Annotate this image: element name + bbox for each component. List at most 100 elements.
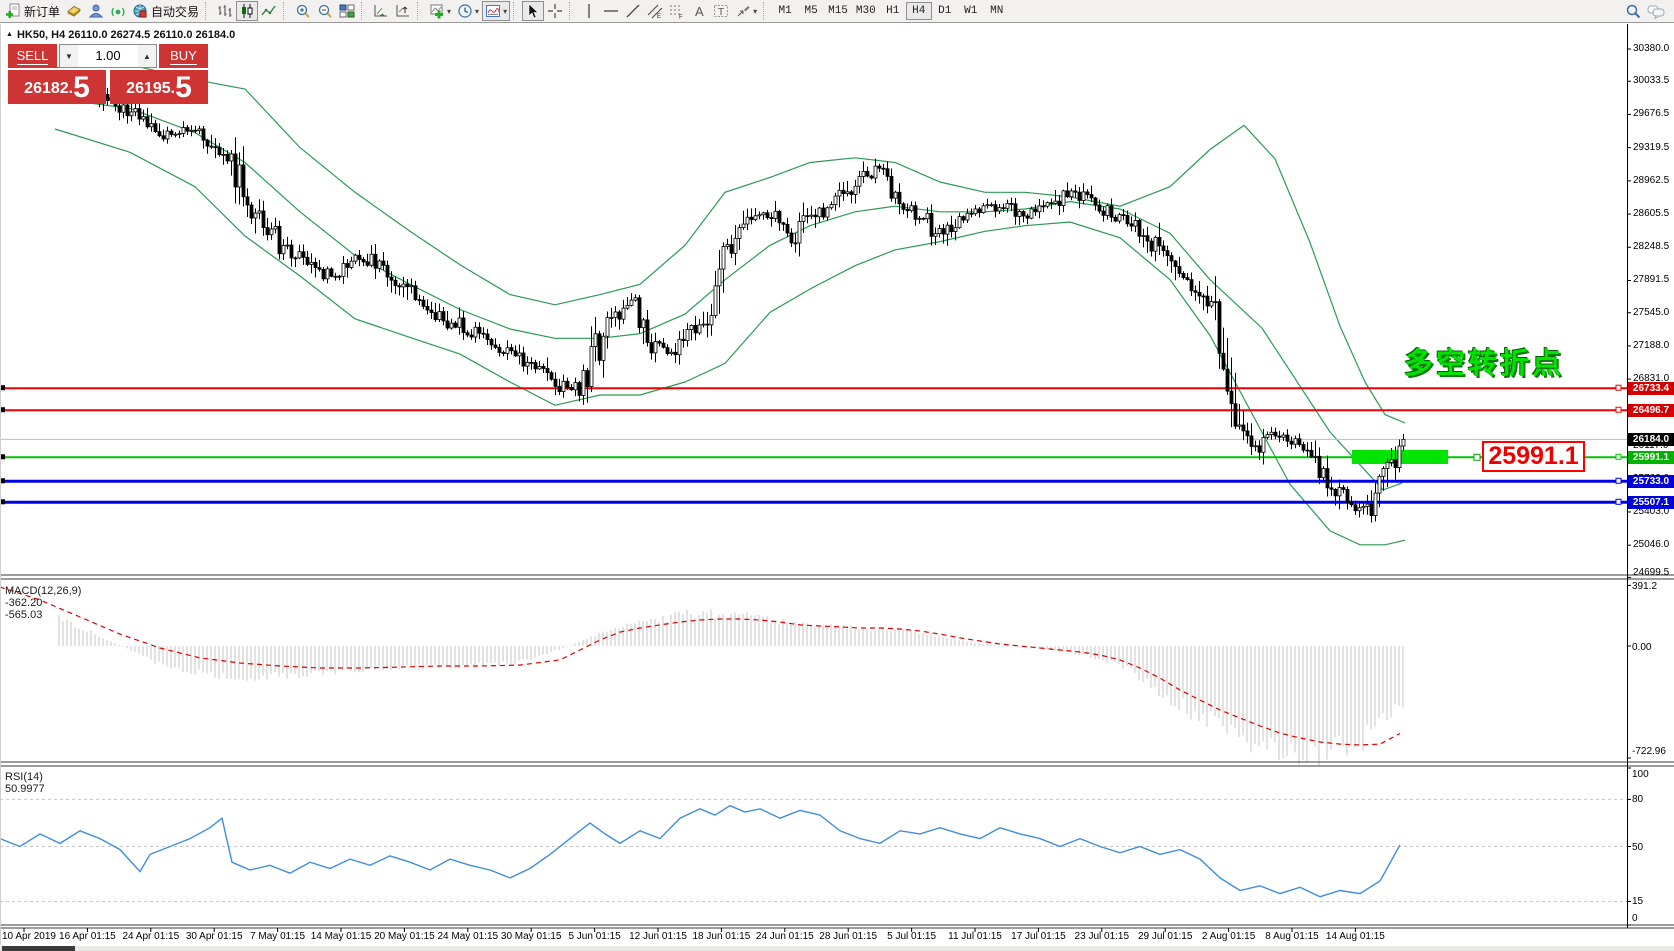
candle-body bbox=[461, 317, 466, 333]
fibonacci-button[interactable]: F bbox=[666, 1, 688, 21]
crosshair-button[interactable] bbox=[544, 1, 566, 21]
line-chart-button[interactable] bbox=[258, 1, 280, 21]
sell-price-display[interactable]: 26182. 5 bbox=[8, 70, 106, 104]
chat-button[interactable] bbox=[1644, 1, 1668, 21]
date-axis-label[interactable]: 14 Aug 01:15 bbox=[1325, 931, 1385, 942]
volume-decrease-button[interactable]: ▼ bbox=[60, 45, 78, 67]
candle-body bbox=[649, 342, 654, 354]
date-axis-label[interactable]: 23 Jul 01:15 bbox=[1074, 931, 1130, 942]
candle-body bbox=[1169, 255, 1174, 262]
date-axis-label[interactable]: 5 Jun 01:15 bbox=[568, 931, 621, 942]
timeframe-m1-button[interactable]: M1 bbox=[772, 2, 798, 20]
date-axis-label[interactable]: 17 Jul 01:15 bbox=[1011, 931, 1066, 942]
bar-chart-button[interactable] bbox=[214, 1, 236, 21]
search-button[interactable] bbox=[1622, 1, 1644, 21]
date-axis-label[interactable]: 7 May 01:15 bbox=[250, 931, 306, 942]
candlestick-chart-button[interactable] bbox=[236, 1, 259, 21]
chart-shift-button[interactable] bbox=[392, 1, 414, 21]
volume-increase-button[interactable]: ▲ bbox=[138, 45, 156, 67]
cursor-button[interactable] bbox=[522, 1, 545, 21]
text-button[interactable]: A bbox=[688, 1, 710, 21]
volume-value[interactable]: 1.00 bbox=[95, 48, 121, 63]
date-axis-label[interactable]: 14 May 01:15 bbox=[310, 931, 372, 942]
candle-body bbox=[437, 311, 442, 321]
date-axis-label[interactable]: 8 Aug 01:15 bbox=[1265, 931, 1319, 942]
candle-body bbox=[525, 361, 530, 367]
line-anchor bbox=[0, 478, 5, 484]
text-label-button[interactable]: T bbox=[710, 1, 732, 21]
date-axis-label[interactable]: 11 Jul 01:15 bbox=[948, 931, 1002, 942]
auto-scroll-button[interactable] bbox=[370, 1, 392, 21]
sell-button[interactable]: SELL bbox=[8, 44, 57, 68]
date-axis-label[interactable]: 30 Apr 01:15 bbox=[185, 931, 243, 942]
price-axis-tick-label: 28605.5 bbox=[1633, 208, 1670, 220]
candle-body bbox=[893, 191, 898, 199]
timeframe-mn-button[interactable]: MN bbox=[984, 2, 1010, 20]
tile-windows-button[interactable] bbox=[336, 1, 358, 21]
candle-body bbox=[457, 317, 462, 328]
history-center-button[interactable] bbox=[63, 1, 85, 21]
date-axis-label[interactable]: 24 Apr 01:15 bbox=[122, 931, 180, 942]
templates-button[interactable]: ▾ bbox=[482, 1, 511, 21]
date-axis-label[interactable]: 5 Jul 01:15 bbox=[887, 931, 937, 942]
periods-button[interactable]: ▾ bbox=[454, 1, 482, 21]
candle-body bbox=[513, 350, 518, 357]
signals-button[interactable] bbox=[107, 1, 129, 21]
candle-body bbox=[945, 224, 950, 235]
equidistant-channel-button[interactable]: E bbox=[644, 1, 666, 21]
candle-body bbox=[1221, 352, 1226, 370]
collapse-triangle-icon[interactable]: ▲ bbox=[6, 31, 13, 38]
timeframe-m30-button[interactable]: M30 bbox=[852, 2, 880, 20]
line-anchor bbox=[1615, 406, 1622, 413]
date-axis-label[interactable]: 24 Jun 01:15 bbox=[755, 931, 814, 942]
date-axis-label[interactable]: 20 May 01:15 bbox=[374, 931, 435, 942]
turning-point-annotation[interactable]: 多空转折点 bbox=[1404, 348, 1565, 380]
timeframe-m5-button[interactable]: M5 bbox=[798, 2, 824, 20]
candle-body bbox=[641, 319, 646, 329]
candle-body bbox=[1009, 202, 1014, 205]
zoom-out-button[interactable] bbox=[314, 1, 336, 21]
candle-body bbox=[1061, 190, 1066, 206]
timeframe-m15-button[interactable]: M15 bbox=[824, 2, 852, 20]
candle-body bbox=[1089, 194, 1094, 199]
candle-body bbox=[169, 130, 174, 135]
date-axis-label[interactable]: 28 Jun 01:15 bbox=[819, 931, 878, 942]
timeframe-h4-button[interactable]: H4 bbox=[905, 2, 932, 20]
candlestick-icon bbox=[242, 4, 253, 18]
buy-price-display[interactable]: 26195. 5 bbox=[110, 70, 208, 104]
profile-button[interactable] bbox=[85, 1, 107, 21]
date-axis-label[interactable]: 24 May 01:15 bbox=[437, 931, 499, 942]
candle-body bbox=[769, 217, 774, 219]
trendline-button[interactable] bbox=[622, 1, 644, 21]
arrows-button[interactable]: ▾ bbox=[732, 1, 760, 21]
indicators-button[interactable]: ▾ bbox=[426, 1, 454, 21]
vertical-line-button[interactable] bbox=[578, 1, 600, 21]
candle-body bbox=[425, 306, 430, 311]
scrollbar-thumb[interactable] bbox=[2, 946, 75, 951]
date-axis-label[interactable]: 29 Jul 01:15 bbox=[1137, 931, 1193, 942]
timeframe-d1-button[interactable]: D1 bbox=[932, 2, 958, 20]
candle-body bbox=[1177, 266, 1182, 274]
zoom-in-button[interactable] bbox=[292, 1, 314, 21]
timeframe-w1-button[interactable]: W1 bbox=[958, 2, 984, 20]
buy-button[interactable]: BUY bbox=[159, 44, 208, 68]
candle-body bbox=[1261, 436, 1266, 453]
chart-title-text: HK50, H4 26110.0 26274.5 26110.0 26184.0 bbox=[16, 29, 236, 41]
date-axis-label[interactable]: 10 Apr 2019 bbox=[2, 931, 56, 942]
candle-body bbox=[1137, 219, 1142, 237]
price-axis-tick-label: 28962.5 bbox=[1633, 174, 1670, 186]
candle-body bbox=[957, 216, 962, 229]
date-axis-label[interactable]: 16 Apr 01:15 bbox=[59, 931, 116, 942]
auto-trading-button[interactable]: 自动交易 bbox=[129, 1, 202, 21]
date-axis-label[interactable]: 30 May 01:15 bbox=[500, 931, 562, 942]
new-order-button[interactable]: 新订单 bbox=[2, 1, 63, 21]
price-callout-box[interactable]: 25991.1 bbox=[1482, 441, 1585, 472]
price-axis-tick-label: 30380.0 bbox=[1633, 43, 1670, 54]
horizontal-line-button[interactable] bbox=[600, 1, 622, 21]
date-axis-label[interactable]: 12 Jun 01:15 bbox=[629, 931, 687, 942]
date-axis-label[interactable]: 18 Jun 01:15 bbox=[692, 931, 751, 942]
date-axis-label[interactable]: 2 Aug 01:15 bbox=[1201, 931, 1256, 942]
candle-body bbox=[465, 332, 470, 336]
timeframe-h1-button[interactable]: H1 bbox=[880, 2, 906, 20]
